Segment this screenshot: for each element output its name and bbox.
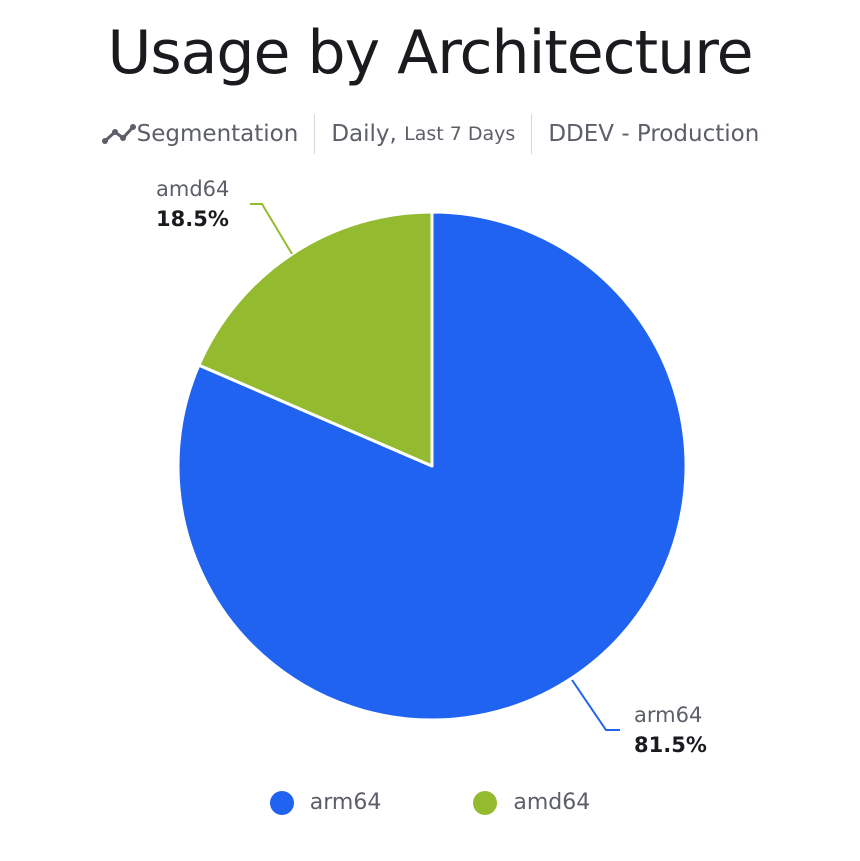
divider — [531, 114, 533, 154]
line-chart-icon — [101, 123, 137, 145]
legend-item-amd64[interactable]: amd64 — [473, 790, 590, 815]
data-label-value: 81.5% — [634, 733, 707, 757]
data-label-value: 18.5% — [156, 207, 229, 231]
period-detail: Last 7 Days — [404, 123, 516, 145]
chart-title: Usage by Architecture — [107, 18, 753, 88]
label-connector — [571, 679, 620, 731]
environment-label: DDEV - Production — [548, 121, 760, 147]
legend-item-arm64[interactable]: arm64 — [269, 790, 382, 815]
legend: arm64 amd64 — [0, 790, 860, 815]
segmentation-label: Segmentation — [136, 121, 299, 147]
legend-marker — [473, 790, 498, 815]
chart-subtitle: Segmentation Daily, Last 7 Days DDEV - P… — [0, 114, 860, 154]
label-connector — [250, 203, 293, 255]
legend-label: arm64 — [309, 790, 382, 815]
period-main: Daily, — [331, 121, 397, 147]
legend-marker — [269, 790, 294, 815]
legend-label: amd64 — [513, 790, 591, 815]
data-label-name: arm64 — [634, 703, 702, 727]
divider — [314, 114, 316, 154]
data-label-name: amd64 — [156, 177, 229, 201]
pie-slice-amd64[interactable] — [197, 210, 434, 468]
